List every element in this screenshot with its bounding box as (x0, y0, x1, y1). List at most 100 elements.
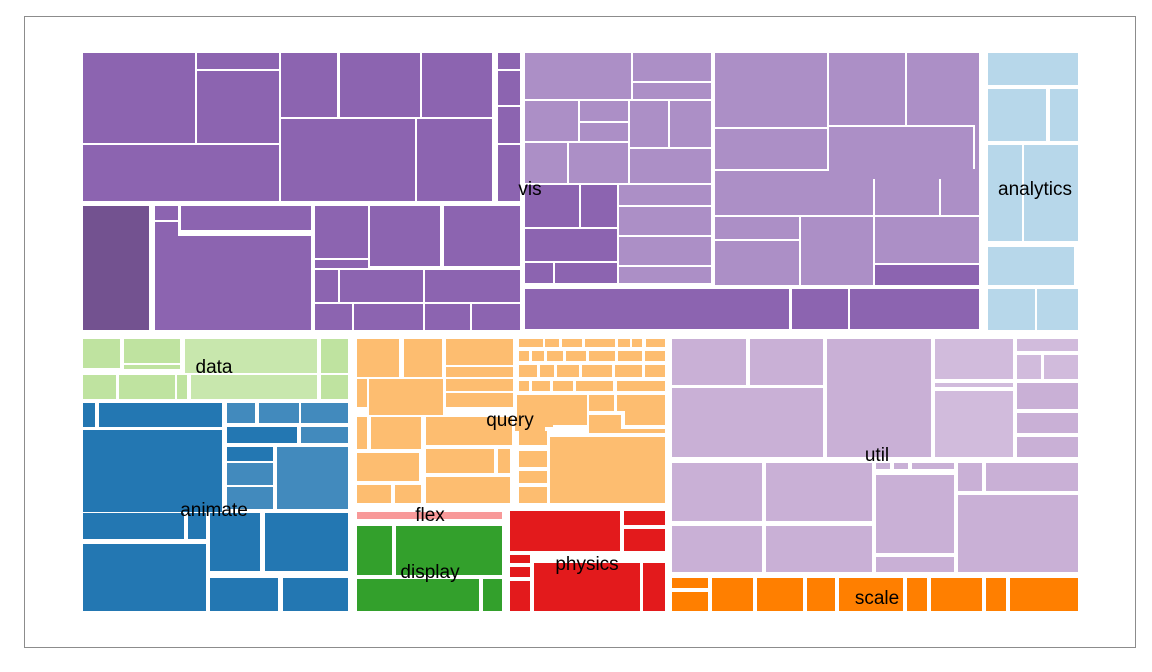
animate-tile (227, 487, 273, 509)
treemap-tiles (83, 53, 1078, 611)
util-tile (876, 557, 954, 572)
scale-tile (931, 578, 982, 611)
util-tile (750, 339, 823, 385)
query-tile (589, 429, 665, 433)
query-tile (576, 381, 613, 391)
util-tile (1017, 383, 1078, 409)
scale-label: scale (855, 588, 899, 609)
vis-tile (525, 263, 553, 283)
query-tile (646, 339, 665, 347)
data-label: data (196, 357, 233, 378)
vis-tile (181, 206, 311, 230)
animate-tile (301, 403, 348, 423)
data-tile (83, 375, 116, 399)
chart-frame: vis analytics data animate query flex display p… (24, 16, 1136, 648)
display-label: display (400, 562, 460, 583)
util-tile (958, 463, 982, 491)
util-tile (935, 383, 1013, 387)
scale-tile (839, 578, 903, 611)
query-tile (426, 449, 494, 473)
query-tile (615, 365, 642, 377)
animate-tile (99, 403, 222, 427)
animate-tile (83, 513, 184, 539)
display-tile (483, 579, 502, 611)
vis-tile (619, 207, 711, 235)
query-tile (369, 379, 443, 415)
vis-tile (498, 107, 520, 143)
data-tile (321, 375, 348, 399)
data-tile (119, 375, 175, 399)
animate-tile (83, 544, 206, 611)
query-tile (632, 339, 642, 347)
vis-tile (315, 304, 352, 330)
vis-tile (875, 265, 979, 285)
vis-tile (525, 185, 579, 227)
util-tile (1017, 413, 1078, 433)
query-tile (498, 449, 510, 473)
vis-tile (525, 289, 789, 329)
vis-tile (498, 71, 520, 105)
vis-tile (155, 236, 311, 330)
query-tile (557, 365, 579, 377)
treemap-labels: vis analytics data animate query flex display p… (180, 179, 1072, 609)
vis-tile (197, 53, 279, 69)
vis-tile (498, 53, 520, 69)
vis-tile (630, 149, 711, 183)
query-tile (426, 417, 512, 445)
animate-tile (210, 513, 260, 571)
vis-tile (83, 206, 149, 330)
query-tile (585, 339, 615, 347)
vis-tile (197, 71, 279, 143)
util-tile (986, 463, 1078, 491)
query-tile (519, 351, 529, 361)
query-tile (517, 395, 587, 425)
analytics-label: analytics (998, 179, 1072, 200)
vis-tile (792, 289, 848, 329)
util-tile (912, 463, 954, 469)
animate-tile (227, 447, 273, 461)
vis-tile (340, 53, 420, 117)
scale-tile (986, 578, 1006, 611)
vis-tile (907, 53, 979, 125)
vis-tile (155, 222, 178, 236)
util-tile (766, 463, 872, 521)
vis-tile (875, 169, 939, 215)
vis-tile (569, 143, 628, 183)
treemap-chart: vis analytics data animate query flex display p… (83, 53, 1078, 611)
data-tile (177, 375, 187, 399)
vis-tile (850, 289, 979, 329)
animate-tile (265, 513, 348, 571)
animate-tile (210, 578, 278, 611)
query-tile (446, 367, 513, 377)
vis-tile (315, 270, 338, 302)
query-tile (618, 351, 642, 361)
display-tile (357, 579, 479, 611)
util-tile (672, 339, 746, 385)
scale-tile (672, 578, 708, 588)
vis-tile (525, 143, 567, 183)
query-tile (553, 381, 573, 391)
animate-tile (301, 427, 348, 443)
util-tile (876, 475, 954, 553)
query-tile (519, 451, 547, 467)
query-tile (519, 431, 547, 445)
analytics-tile (988, 89, 1046, 141)
util-tile (894, 463, 908, 469)
vis-tile (444, 206, 520, 266)
vis-tile (425, 270, 520, 302)
query-tile (519, 365, 537, 377)
vis-tile (422, 53, 492, 117)
animate-tile (259, 403, 299, 423)
vis-tile (472, 304, 520, 330)
query-tile (625, 409, 665, 425)
query-tile (545, 339, 559, 347)
analytics-tile (1024, 145, 1078, 241)
vis-tile (941, 169, 979, 215)
display-tile (396, 526, 502, 575)
query-tile (645, 365, 665, 377)
data-tile (124, 365, 180, 369)
query-tile (395, 485, 421, 503)
vis-tile (715, 241, 799, 285)
query-tile (566, 351, 586, 361)
physics-tile (510, 567, 530, 577)
